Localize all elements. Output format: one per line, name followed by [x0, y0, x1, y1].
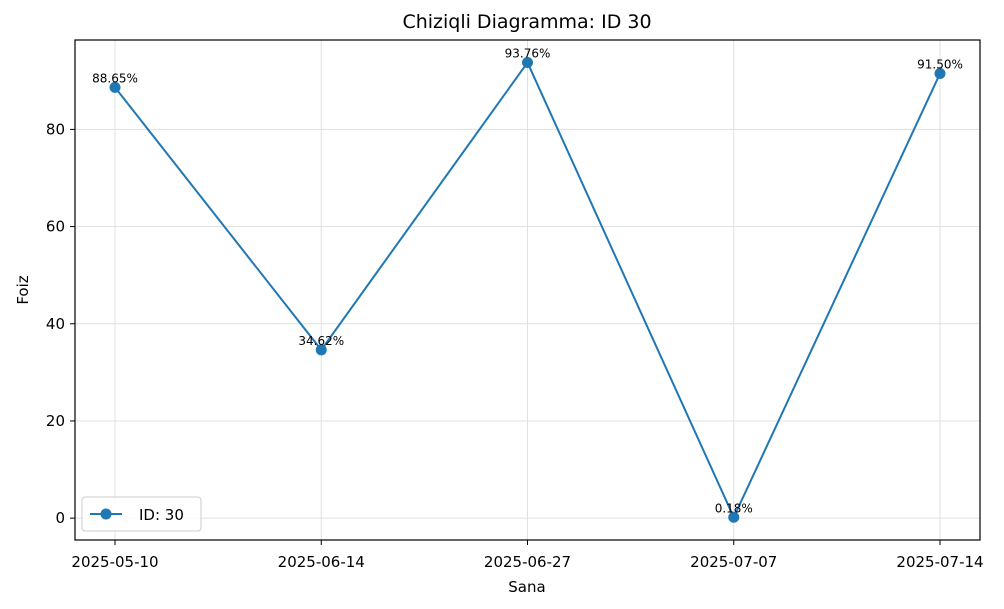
data-label: 34.62%	[298, 334, 344, 348]
data-point	[109, 81, 121, 93]
x-tick-label: 2025-06-27	[484, 553, 571, 571]
data-label: 0.18%	[715, 501, 753, 515]
y-tick-label: 20	[46, 412, 65, 430]
grid	[75, 40, 980, 540]
data-label: 91.50%	[917, 58, 963, 72]
data-label: 93.76%	[505, 47, 551, 61]
data-labels: 88.65% 34.62% 93.76% 0.18% 91.50%	[92, 47, 963, 516]
series-layer	[109, 57, 946, 523]
y-tick-label: 80	[46, 120, 65, 138]
legend-marker	[100, 508, 112, 520]
y-tick-label: 40	[46, 315, 65, 333]
x-tick-label: 2025-05-10	[71, 553, 158, 571]
x-axis-label: Sana	[508, 578, 545, 596]
y-axis: 0 20 40 60 80	[46, 120, 75, 527]
y-tick-label: 60	[46, 218, 65, 236]
data-point	[315, 344, 327, 356]
legend: ID: 30	[81, 496, 202, 532]
y-axis-label: Foiz	[14, 275, 32, 304]
x-tick-label: 2025-07-14	[896, 553, 983, 571]
legend-label: ID: 30	[139, 506, 184, 524]
chart-title: Chiziqli Diagramma: ID 30	[402, 11, 651, 33]
y-tick-label: 0	[55, 509, 65, 527]
x-tick-label: 2025-07-07	[690, 553, 777, 571]
x-tick-label: 2025-06-14	[278, 553, 365, 571]
data-point	[522, 57, 533, 69]
legend-box	[81, 496, 202, 532]
data-label: 88.65%	[92, 71, 138, 85]
data-point	[934, 68, 946, 80]
data-point	[728, 511, 740, 523]
x-axis: 2025-05-10 2025-06-14 2025-06-27 2025-07-07…	[71, 540, 984, 571]
